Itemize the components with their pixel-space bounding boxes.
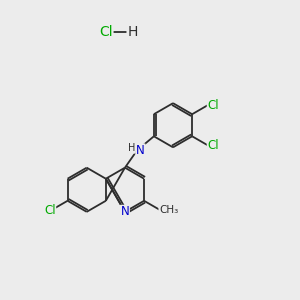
Text: Cl: Cl	[207, 99, 219, 112]
Text: H: H	[128, 143, 135, 153]
Text: Cl: Cl	[44, 204, 56, 217]
Text: Cl: Cl	[207, 139, 219, 152]
Text: CH₃: CH₃	[159, 205, 178, 215]
Text: N: N	[136, 144, 145, 157]
Text: Cl: Cl	[99, 25, 112, 39]
Text: H: H	[127, 25, 137, 39]
Text: N: N	[121, 205, 129, 218]
